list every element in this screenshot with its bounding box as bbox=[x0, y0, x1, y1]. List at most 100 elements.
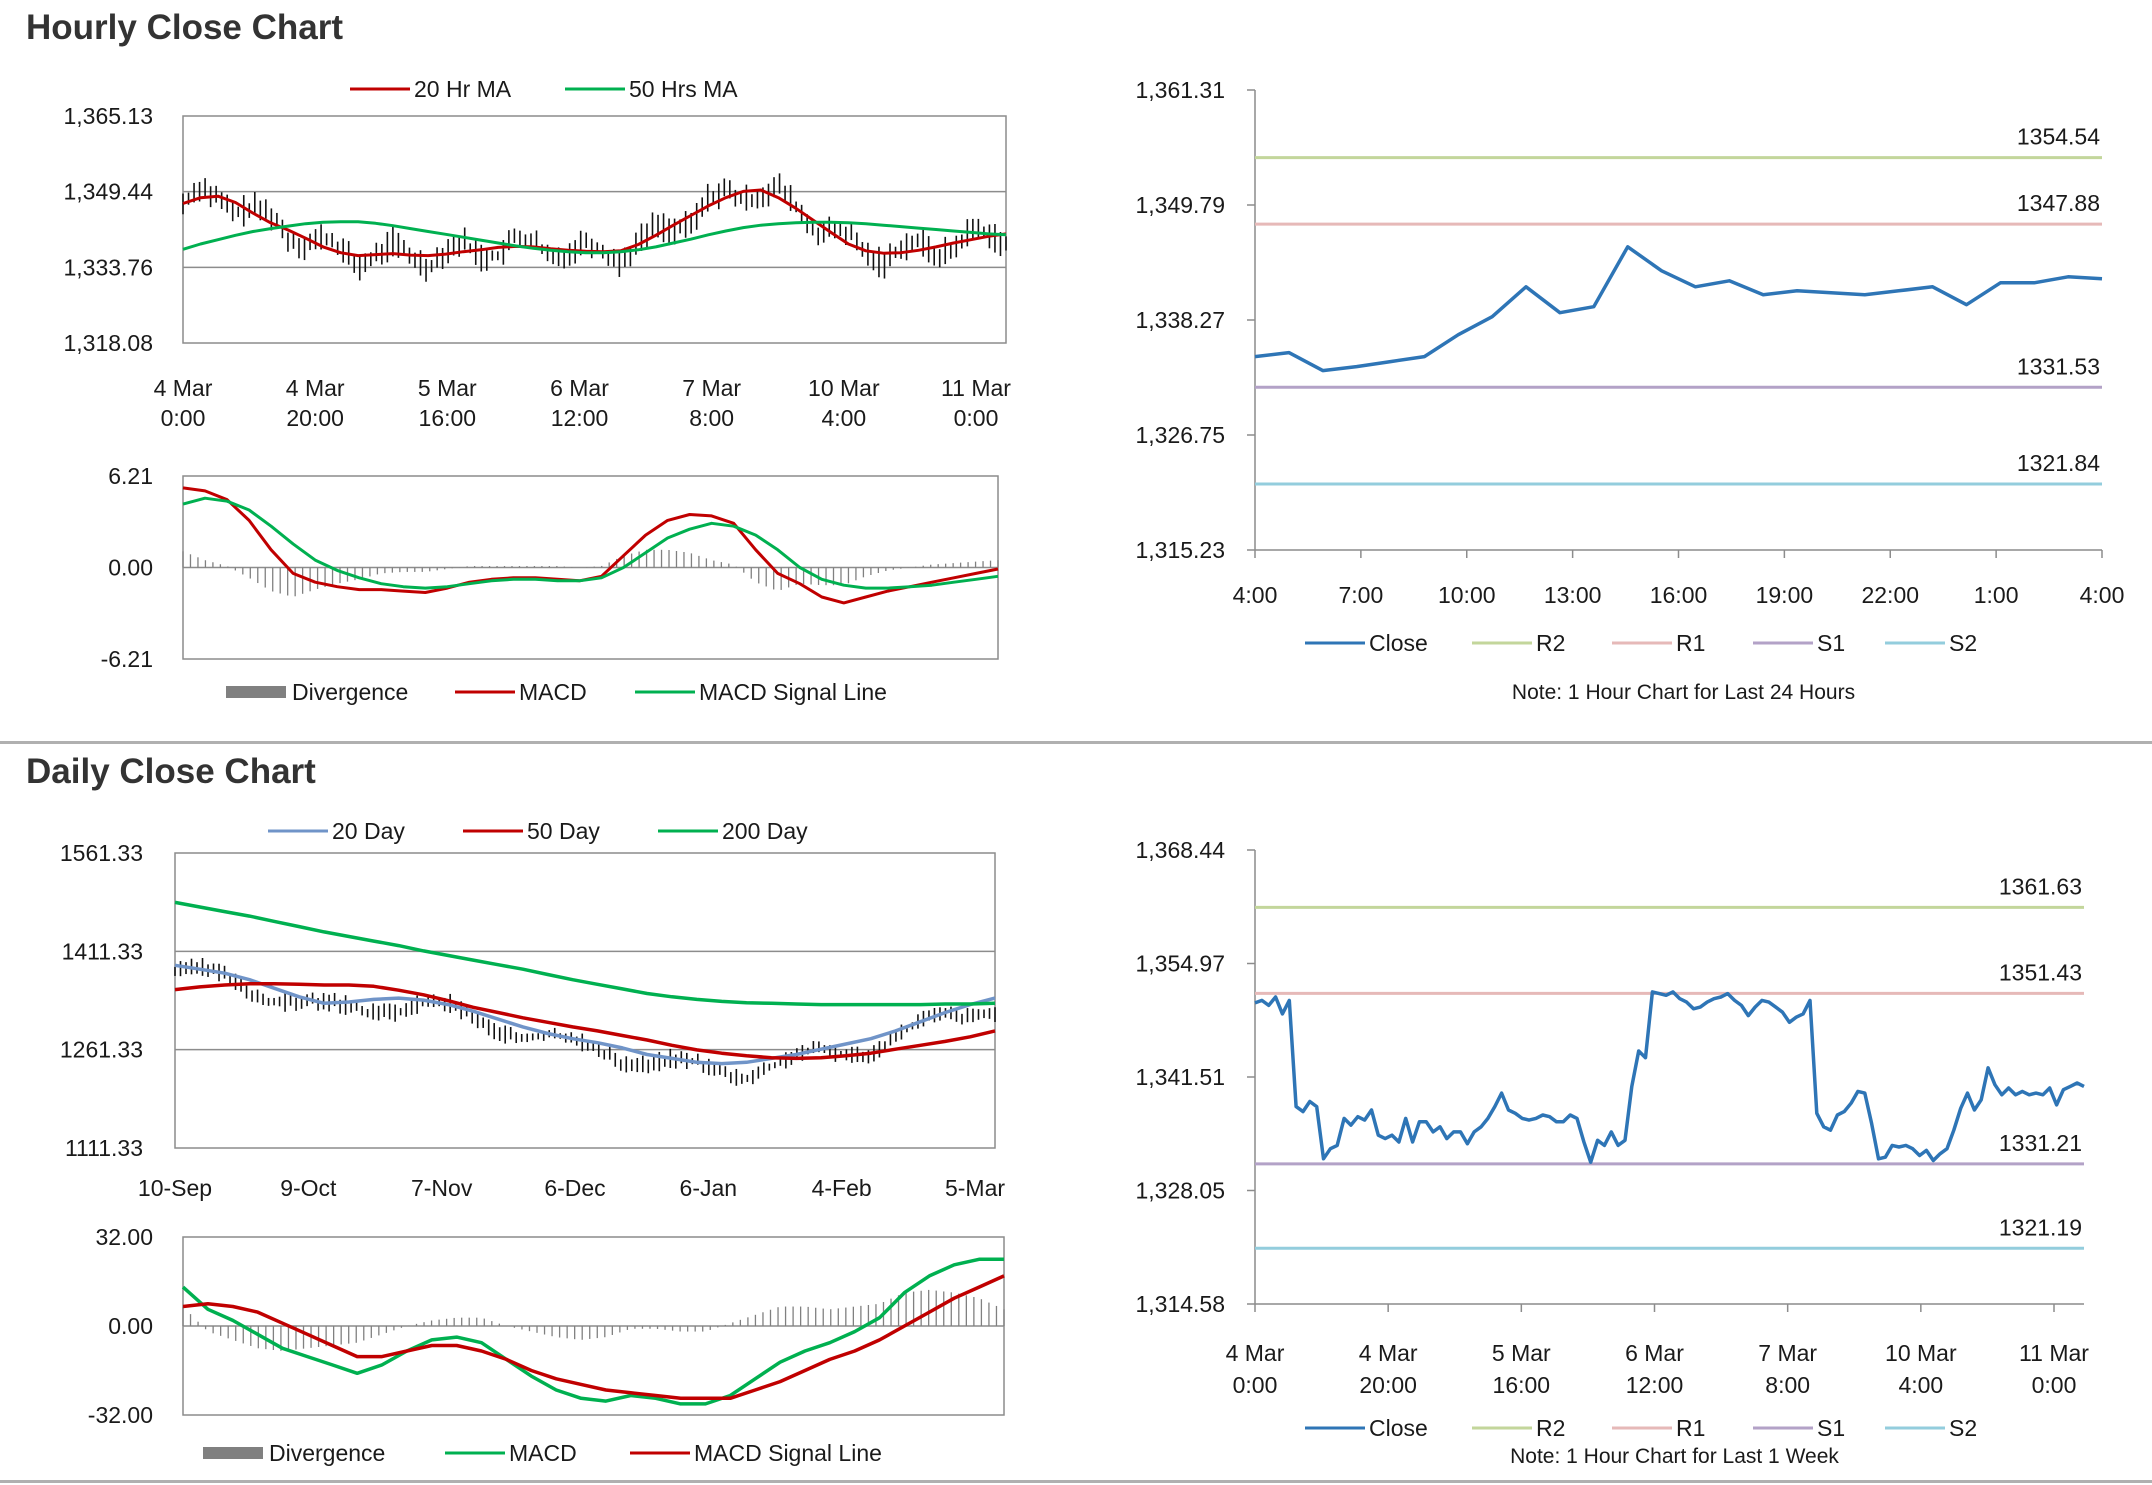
hourly-close-legend: S2 bbox=[1949, 630, 1977, 656]
hourly-close-legend: S1 bbox=[1817, 630, 1845, 656]
week-close-note: Note: 1 Hour Chart for Last 1 Week bbox=[1510, 1445, 1839, 1468]
hourly-close-xtick: 13:00 bbox=[1544, 582, 1602, 608]
section-divider bbox=[0, 741, 2152, 744]
week-close-legend: S2 bbox=[1949, 1415, 1977, 1441]
hourly-macd-ytick: 6.21 bbox=[108, 463, 153, 489]
hourly-section-title: Hourly Close Chart bbox=[26, 8, 343, 47]
hourly-price-legend: 20 Hr MA bbox=[414, 76, 512, 102]
week-close-ytick: 1,328.05 bbox=[1135, 1178, 1225, 1204]
hourly-macd-line-1 bbox=[182, 496, 999, 590]
daily-price-xtick: 7-Nov bbox=[411, 1175, 473, 1201]
hourly-close-ytick: 1,361.31 bbox=[1135, 77, 1225, 103]
hourly-macd-ytick: -6.21 bbox=[101, 646, 153, 672]
daily-price-xtick: 6-Jan bbox=[680, 1175, 738, 1201]
hourly-close-level-label: 1354.54 bbox=[2017, 124, 2100, 150]
week-close-xtick: 8:00 bbox=[1765, 1372, 1810, 1398]
week-close-xtick: 4 Mar bbox=[1226, 1340, 1285, 1366]
bottom-divider bbox=[0, 1480, 2152, 1483]
hourly-close-xtick: 4:00 bbox=[2080, 582, 2125, 608]
week-close-xtick: 4:00 bbox=[1898, 1372, 1943, 1398]
hourly-close-note: Note: 1 Hour Chart for Last 24 Hours bbox=[1512, 681, 1855, 704]
hourly-close-xtick: 7:00 bbox=[1338, 582, 1383, 608]
week-close-legend: R1 bbox=[1676, 1415, 1705, 1441]
hourly-close-xtick: 10:00 bbox=[1438, 582, 1496, 608]
hourly-close-xtick: 16:00 bbox=[1650, 582, 1708, 608]
hourly-ma-line-1 bbox=[182, 220, 1007, 255]
hourly-close-legend: R1 bbox=[1676, 630, 1705, 656]
week-close-level-label: 1331.21 bbox=[1999, 1130, 2082, 1156]
hourly-close-level-label: 1331.53 bbox=[2017, 353, 2100, 379]
daily-macd-legend: MACD bbox=[509, 1440, 577, 1466]
hourly-price-xtick: 7 Mar bbox=[682, 375, 741, 401]
daily-price-xtick: 10-Sep bbox=[138, 1175, 212, 1201]
hourly-price-xtick: 16:00 bbox=[419, 405, 477, 431]
daily-price-ytick: 1411.33 bbox=[62, 938, 143, 964]
daily-macd-legend-swatch bbox=[203, 1447, 263, 1459]
daily-macd-legend: Divergence bbox=[269, 1440, 385, 1466]
daily-ma-line-0 bbox=[174, 963, 996, 1066]
hourly-close-ytick: 1,315.23 bbox=[1135, 537, 1225, 563]
week-close-ytick: 1,341.51 bbox=[1135, 1064, 1225, 1090]
hourly-price-ytick: 1,365.13 bbox=[63, 103, 153, 129]
hourly-price-ytick: 1,318.08 bbox=[63, 330, 153, 356]
hourly-price-frame bbox=[182, 115, 1007, 344]
daily-ma-line-2 bbox=[174, 900, 996, 1007]
daily-macd-legend: MACD Signal Line bbox=[694, 1440, 882, 1466]
hourly-price-xtick: 4 Mar bbox=[286, 375, 345, 401]
hourly-close-level-label: 1321.84 bbox=[2017, 450, 2100, 476]
hourly-price-xtick: 4:00 bbox=[821, 405, 866, 431]
daily-macd-ytick: 0.00 bbox=[108, 1313, 153, 1339]
hourly-close-xtick: 1:00 bbox=[1974, 582, 2019, 608]
week-close-legend: Close bbox=[1369, 1415, 1428, 1441]
week-close-ytick: 1,368.44 bbox=[1135, 837, 1225, 863]
hourly-price-xtick: 4 Mar bbox=[154, 375, 213, 401]
hourly-macd-ytick: 0.00 bbox=[108, 555, 153, 581]
daily-price-ytick: 1111.33 bbox=[65, 1135, 143, 1161]
week-close-xtick: 4 Mar bbox=[1359, 1340, 1418, 1366]
daily-ma-line-1 bbox=[174, 981, 996, 1061]
hourly-price-xtick: 0:00 bbox=[161, 405, 206, 431]
week-close-xtick: 7 Mar bbox=[1758, 1340, 1817, 1366]
hourly-price-xtick: 20:00 bbox=[286, 405, 344, 431]
hourly-price-xtick: 11 Mar bbox=[941, 375, 1011, 401]
daily-price-legend: 200 Day bbox=[722, 818, 808, 844]
daily-price-xtick: 9-Oct bbox=[280, 1175, 337, 1201]
daily-price-xtick: 5-Mar bbox=[945, 1175, 1005, 1201]
daily-price-legend: 50 Day bbox=[527, 818, 600, 844]
week-close-xtick: 10 Mar bbox=[1885, 1340, 1957, 1366]
week-close-xtick: 6 Mar bbox=[1625, 1340, 1684, 1366]
daily-price-ytick: 1561.33 bbox=[60, 840, 143, 866]
daily-price-ytick: 1261.33 bbox=[60, 1037, 143, 1063]
hourly-close-xtick: 4:00 bbox=[1233, 582, 1278, 608]
week-close-xtick: 12:00 bbox=[1626, 1372, 1684, 1398]
daily-price-xtick: 6-Dec bbox=[544, 1175, 605, 1201]
hourly-price-xtick: 6 Mar bbox=[550, 375, 609, 401]
daily-section-title: Daily Close Chart bbox=[26, 752, 316, 791]
hourly-close-close-line bbox=[1254, 245, 2103, 373]
week-close-xtick: 5 Mar bbox=[1492, 1340, 1551, 1366]
hourly-price-xtick: 8:00 bbox=[689, 405, 734, 431]
week-close-ytick: 1,354.97 bbox=[1135, 951, 1225, 977]
week-close-xtick: 0:00 bbox=[1233, 1372, 1278, 1398]
hourly-price-ytick: 1,333.76 bbox=[63, 254, 153, 280]
daily-price-legend: 20 Day bbox=[332, 818, 405, 844]
daily-macd-line-1 bbox=[182, 1274, 1005, 1401]
week-close-legend: S1 bbox=[1817, 1415, 1845, 1441]
hourly-close-xtick: 19:00 bbox=[1756, 582, 1814, 608]
week-close-level-label: 1321.19 bbox=[1999, 1214, 2082, 1240]
week-close-level-label: 1351.43 bbox=[1999, 959, 2082, 985]
hourly-price-legend: 50 Hrs MA bbox=[629, 76, 738, 102]
week-close-ytick: 1,314.58 bbox=[1135, 1291, 1225, 1317]
week-close-legend: R2 bbox=[1536, 1415, 1565, 1441]
daily-macd-line-0 bbox=[181, 1257, 1004, 1406]
week-close-close-line bbox=[1254, 990, 2085, 1164]
hourly-macd-legend: MACD Signal Line bbox=[699, 679, 887, 705]
week-close-xtick: 11 Mar bbox=[2019, 1340, 2089, 1366]
daily-macd-ytick: 32.00 bbox=[95, 1224, 153, 1250]
hourly-price-xtick: 10 Mar bbox=[808, 375, 880, 401]
hourly-close-ytick: 1,338.27 bbox=[1135, 307, 1225, 333]
hourly-close-level-label: 1347.88 bbox=[2017, 190, 2100, 216]
hourly-price-ytick: 1,349.44 bbox=[63, 179, 153, 205]
hourly-macd-legend-swatch bbox=[226, 686, 286, 698]
